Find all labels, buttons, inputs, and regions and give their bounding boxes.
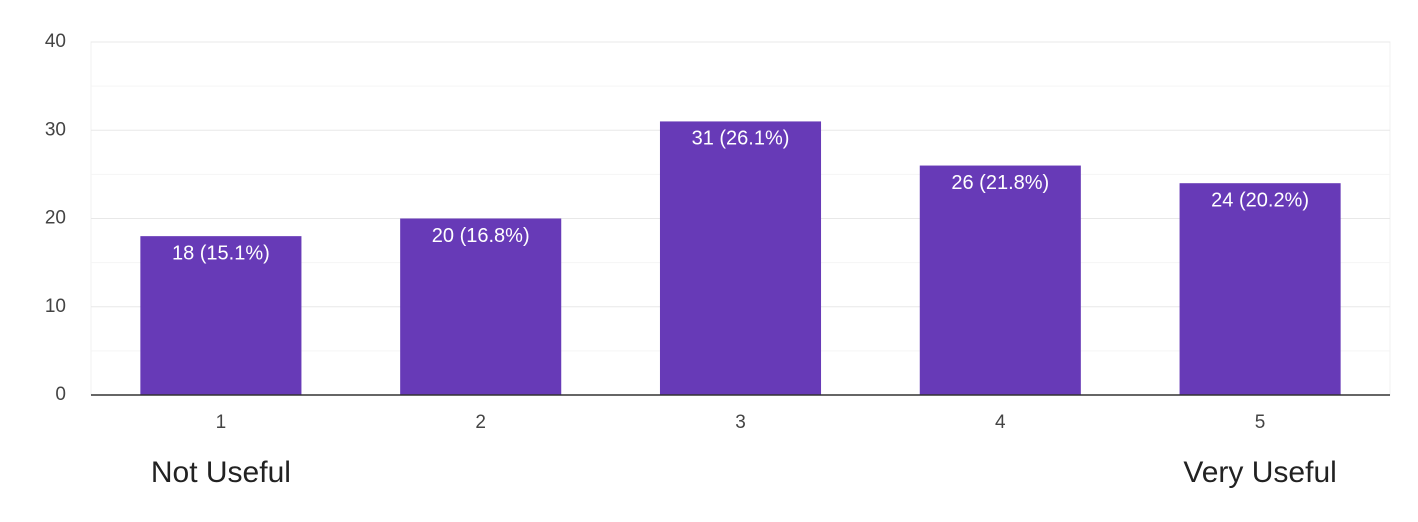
bar — [400, 218, 562, 395]
axis-annotation: Not Useful — [151, 456, 291, 489]
data-label: 20 (16.8%) — [432, 225, 530, 247]
x-tick-label: 2 — [475, 412, 486, 433]
data-label: 18 (15.1%) — [172, 242, 270, 264]
bar — [1179, 183, 1341, 395]
data-label: 26 (21.8%) — [951, 172, 1049, 194]
y-tick-label: 0 — [55, 384, 66, 405]
data-label: 24 (20.2%) — [1211, 189, 1309, 211]
y-tick-label: 30 — [45, 119, 66, 140]
y-tick-label: 10 — [45, 296, 66, 317]
bar — [919, 165, 1081, 395]
bar — [659, 121, 822, 396]
y-tick-label: 20 — [45, 208, 66, 229]
y-tick-label: 40 — [45, 31, 66, 52]
bar — [140, 236, 302, 395]
axis-annotation: Very Useful — [1183, 456, 1336, 489]
x-tick-label: 3 — [735, 412, 746, 433]
x-tick-label: 5 — [1255, 412, 1266, 433]
x-tick-label: 1 — [216, 412, 227, 433]
x-tick-label: 4 — [995, 412, 1006, 433]
data-label: 31 (26.1%) — [692, 128, 790, 150]
